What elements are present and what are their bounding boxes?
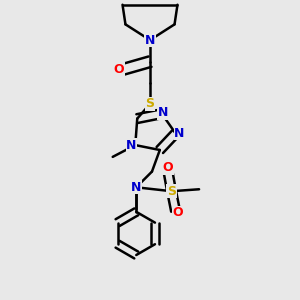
Text: N: N (158, 106, 168, 119)
Text: S: S (146, 98, 154, 110)
Text: O: O (162, 161, 173, 174)
Text: N: N (131, 181, 141, 194)
Text: O: O (172, 206, 183, 219)
Text: N: N (145, 34, 155, 46)
Text: N: N (126, 139, 136, 152)
Text: S: S (167, 185, 176, 198)
Text: N: N (174, 127, 184, 140)
Text: O: O (113, 63, 124, 76)
